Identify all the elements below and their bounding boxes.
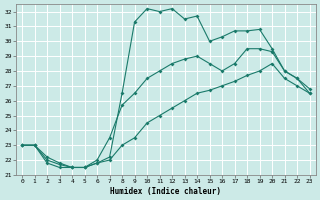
X-axis label: Humidex (Indice chaleur): Humidex (Indice chaleur)	[110, 187, 221, 196]
